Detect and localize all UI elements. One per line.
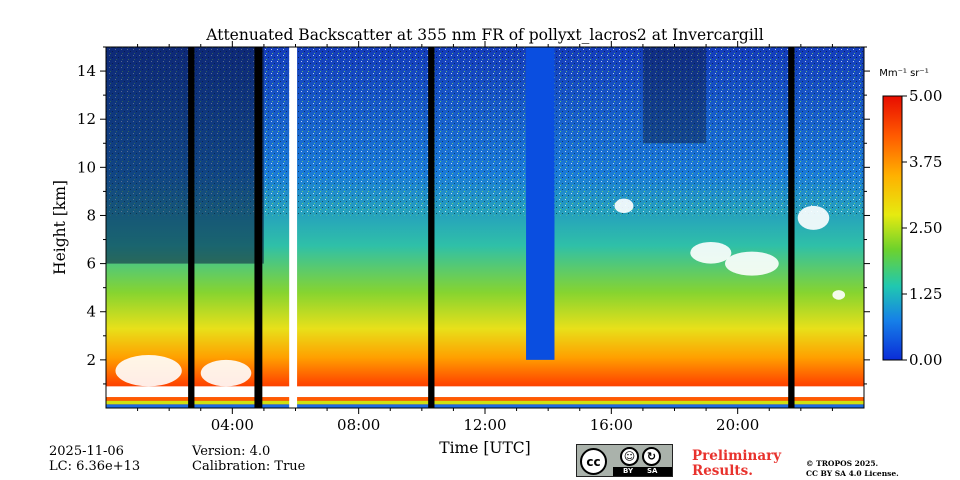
license-line1: © TROPOS 2025. bbox=[806, 459, 879, 468]
colorbar-tick-label: 0.00 bbox=[909, 351, 942, 369]
preliminary-note: Preliminary Results. bbox=[692, 449, 781, 479]
cc-license-badge: cc ☺ ↻ BY SA bbox=[576, 444, 673, 477]
by-person-icon: ☺ bbox=[620, 447, 639, 466]
colorbar-tick-label: 5.00 bbox=[909, 87, 942, 105]
footer-version: Version: 4.0 bbox=[192, 444, 271, 459]
colorbar-tick-label: 3.75 bbox=[909, 153, 942, 171]
footer-calibration: Calibration: True bbox=[192, 459, 306, 474]
colorbar: 0.00 1.25 2.50 3.75 5.00 Mm⁻¹ sr⁻¹ bbox=[879, 68, 942, 369]
cloud-patch-5 bbox=[115, 355, 182, 387]
license-note: © TROPOS 2025. CC BY SA 4.0 License. bbox=[806, 459, 899, 479]
colorbar-tick-label: 1.25 bbox=[909, 285, 942, 303]
footer-lc: LC: 6.36e+13 bbox=[49, 459, 141, 474]
x-tick-label: 08:00 bbox=[337, 416, 380, 434]
footer-date: 2025-11-06 bbox=[49, 444, 124, 459]
y-tick-label: 8 bbox=[86, 206, 96, 224]
cc-by-label: BY bbox=[623, 467, 634, 475]
y-tick-label: 2 bbox=[86, 351, 96, 369]
surface-yellow-band bbox=[106, 400, 864, 405]
cloud-patch-4 bbox=[832, 290, 846, 300]
x-axis-label: Time [UTC] bbox=[439, 439, 530, 457]
dark-noise-left bbox=[106, 47, 264, 264]
cc-icon-text: cc bbox=[586, 454, 601, 469]
dark-noise-right bbox=[642, 47, 707, 144]
cc-badge-strip: BY SA bbox=[613, 467, 672, 476]
x-tick-label: 12:00 bbox=[463, 416, 506, 434]
no-data-bar-0 bbox=[188, 47, 195, 408]
cloud-patch-3 bbox=[614, 198, 634, 214]
gap-bar-0 bbox=[289, 47, 298, 408]
colorbar-gradient bbox=[882, 95, 903, 361]
license-line2: CC BY SA 4.0 License. bbox=[806, 469, 899, 478]
cloud-patch-0 bbox=[690, 241, 732, 264]
y-tick-label: 14 bbox=[77, 62, 96, 80]
clear-column bbox=[526, 47, 555, 360]
y-tick-label: 12 bbox=[77, 110, 96, 128]
x-tick-label: 20:00 bbox=[716, 416, 759, 434]
no-data-bar-1 bbox=[254, 47, 263, 408]
no-data-bar-3 bbox=[788, 47, 795, 408]
cc-icon: cc bbox=[580, 448, 607, 475]
sa-share-icon: ↻ bbox=[642, 447, 661, 466]
preliminary-line2: Results. bbox=[692, 463, 753, 479]
y-tick-label: 10 bbox=[77, 158, 96, 176]
colorbar-tick-label: 2.50 bbox=[909, 219, 942, 237]
chart-title: Attenuated Backscatter at 355 nm FR of p… bbox=[205, 26, 763, 44]
cloud-patch-1 bbox=[725, 251, 779, 276]
cc-sa-label: SA bbox=[647, 467, 658, 475]
no-data-bar-2 bbox=[428, 47, 435, 408]
cloud-patch-6 bbox=[200, 359, 252, 387]
surface-orange-band bbox=[106, 397, 864, 401]
cloud-patch-2 bbox=[797, 205, 830, 230]
surface-white-layer bbox=[106, 386, 864, 398]
y-tick-label: 6 bbox=[86, 255, 96, 273]
colorbar-unit: Mm⁻¹ sr⁻¹ bbox=[879, 68, 928, 79]
y-tick-label: 4 bbox=[86, 303, 96, 321]
y-axis-label: Height [km] bbox=[51, 180, 69, 275]
x-tick-label: 16:00 bbox=[590, 416, 633, 434]
preliminary-line1: Preliminary bbox=[692, 448, 782, 464]
x-tick-label: 04:00 bbox=[211, 416, 254, 434]
plot-area bbox=[106, 47, 864, 408]
axes: 04:00 08:00 12:00 16:00 20:00 2 4 6 8 10 12 14 Atten… bbox=[51, 26, 870, 457]
surface-blue-band bbox=[106, 404, 864, 408]
